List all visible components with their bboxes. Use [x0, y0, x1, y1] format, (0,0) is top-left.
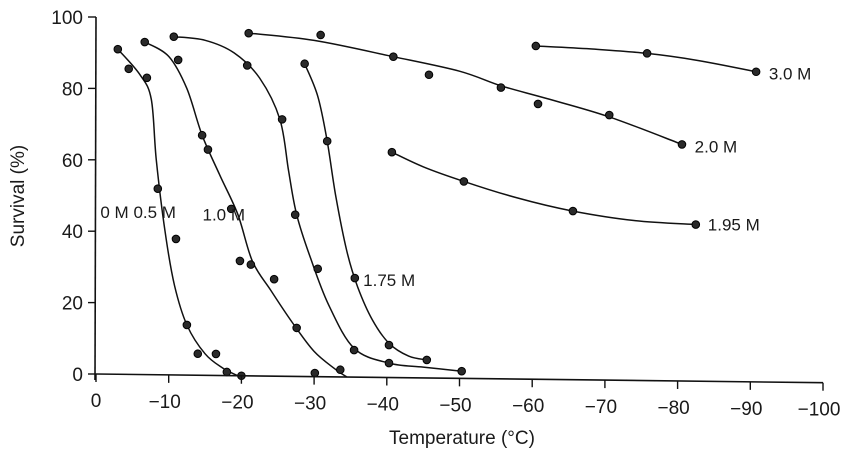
data-point	[642, 49, 652, 58]
series-2-0-mm: 2.0 M	[244, 28, 738, 156]
data-point	[242, 61, 252, 70]
series-label: 1.75 M	[363, 271, 415, 290]
data-point	[244, 28, 253, 38]
y-tick-label: 60	[62, 151, 83, 172]
data-point	[300, 59, 309, 69]
data-point	[533, 99, 543, 109]
data-point	[313, 264, 323, 274]
x-tick-label: −60	[512, 396, 544, 417]
data-point	[290, 210, 300, 219]
data-point	[124, 64, 134, 74]
data-point	[113, 44, 123, 54]
data-point	[222, 367, 232, 377]
series-0-5-mm: 0.5 M	[133, 37, 348, 378]
data-point	[751, 67, 761, 77]
y-axis: 0 20 40 60 80 100	[51, 8, 97, 386]
data-point	[153, 184, 163, 194]
data-point	[496, 83, 506, 92]
y-tick-label: 80	[62, 79, 83, 100]
x-tick-label: −20	[221, 393, 253, 414]
x-axis: 0 −10 −20 −30 −40 −50 −60 −70 −80 −90 −100	[91, 373, 841, 421]
data-point	[197, 130, 207, 140]
series-label: 1.0 M	[203, 205, 246, 224]
x-tick-label: −100	[798, 400, 841, 421]
series-3-0-mm: 3.0 M	[531, 41, 812, 84]
data-point	[140, 37, 150, 47]
data-point	[531, 41, 541, 51]
series-1-95-mm: 1.95 M	[387, 147, 760, 235]
data-point	[384, 340, 394, 350]
data-point	[322, 136, 332, 146]
data-point	[424, 70, 434, 80]
x-tick-label: −80	[657, 398, 689, 419]
x-tick-label: −30	[294, 394, 326, 415]
data-point	[246, 260, 256, 269]
data-point	[316, 30, 325, 40]
data-point	[269, 274, 279, 284]
data-point	[171, 234, 181, 244]
x-tick-label: −10	[149, 392, 181, 413]
y-tick-label: 100	[51, 8, 83, 29]
data-point	[604, 110, 614, 120]
data-point	[677, 140, 687, 149]
data-point	[142, 73, 152, 83]
series-1-75-mm: 1.75 M	[300, 59, 432, 365]
series-1-0-mm: 1.0 M	[169, 32, 466, 376]
fit-curve	[391, 151, 696, 226]
fit-curve	[144, 41, 348, 378]
x-axis-label: Temperature (°C)	[389, 428, 535, 449]
data-point	[389, 52, 398, 61]
data-point	[169, 32, 179, 41]
data-point	[387, 147, 397, 157]
data-point	[568, 206, 578, 216]
y-tick-label: 20	[62, 294, 83, 315]
plot-area: 0 M 0.5 M 1.0 M 1.75 M 1.95 M 2.0 M 3.0 M	[100, 28, 812, 381]
fit-curve	[173, 35, 462, 372]
data-point	[335, 365, 345, 375]
series-label: 0.5 M	[133, 203, 176, 222]
x-tick-label: −50	[439, 395, 471, 416]
data-point	[459, 177, 469, 186]
y-tick-label: 40	[62, 222, 83, 243]
data-point	[457, 366, 466, 376]
data-point	[173, 55, 183, 65]
data-point	[226, 204, 236, 214]
series-label: 3.0 M	[769, 65, 812, 84]
x-tick-label: −70	[585, 397, 617, 418]
data-point	[292, 323, 301, 333]
data-point	[310, 368, 320, 378]
data-point	[203, 145, 213, 154]
fit-curve	[117, 48, 239, 377]
fit-curve	[248, 32, 683, 146]
series-label: 1.95 M	[708, 216, 760, 235]
fit-curve	[303, 63, 427, 361]
data-point	[691, 220, 701, 229]
series-0-mm: 0 M	[100, 44, 246, 381]
y-tick-label: 0	[72, 365, 83, 386]
x-tick-label: 0	[91, 391, 102, 412]
data-point	[211, 349, 221, 359]
data-point	[384, 358, 394, 368]
x-tick-label: −90	[730, 399, 762, 420]
data-point	[349, 345, 359, 355]
series-label: 2.0 M	[695, 137, 738, 156]
series-label: 0 M	[100, 203, 128, 222]
data-point	[422, 355, 432, 365]
data-point	[193, 349, 203, 359]
x-tick-label: −40	[367, 394, 399, 415]
y-axis-label: Survival (%)	[8, 145, 29, 247]
data-point	[277, 115, 287, 124]
data-point	[350, 273, 360, 283]
y-axis-line	[94, 16, 97, 381]
data-point	[235, 256, 245, 266]
data-point	[182, 320, 192, 330]
